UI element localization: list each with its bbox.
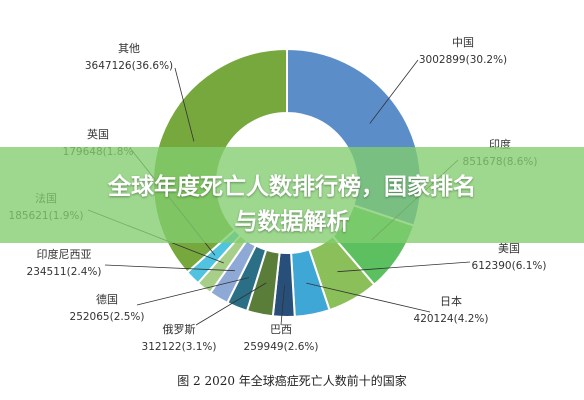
- slice-value-label-8: 234511(2.4%): [27, 266, 102, 278]
- slice-value-label-11: 3647126(36.6%): [85, 60, 173, 72]
- title-banner: [0, 147, 584, 243]
- leader-line-1: [369, 59, 419, 124]
- slice-name-label-3: 美国: [498, 242, 520, 255]
- slice-name-label-4: 日本: [440, 294, 462, 308]
- slice-name-label-1: 中国: [452, 36, 474, 49]
- leader-line-6: [195, 282, 267, 326]
- slice-value-label-6: 312122(3.1%): [142, 341, 217, 353]
- chart-caption: 图 2 2020 年全球癌症死亡人数前十的国家: [177, 374, 407, 388]
- slice-name-label-6: 俄罗斯: [163, 323, 196, 336]
- slice-value-label-4: 420124(4.2%): [414, 313, 489, 325]
- leader-line-5: [280, 284, 285, 326]
- slice-name-label-7: 德国: [96, 292, 118, 306]
- banner-title-line-2: 与数据解析: [234, 209, 350, 235]
- slice-value-label-7: 252065(2.5%): [70, 311, 145, 323]
- slice-name-label-10: 英国: [87, 127, 109, 141]
- slice-value-label-3: 612390(6.1%): [472, 260, 547, 272]
- slice-name-label-5: 巴西: [270, 323, 292, 336]
- leader-line-11: [174, 67, 195, 142]
- slice-value-label-1: 3002899(30.2%): [419, 54, 507, 66]
- leader-line-8: [104, 264, 235, 272]
- leader-line-7: [136, 277, 250, 306]
- leader-line-3: [337, 261, 471, 273]
- slice-name-label-11: 其他: [118, 42, 140, 55]
- leader-line-4: [306, 282, 431, 313]
- banner-title-line-1: 全球年度死亡人数排行榜，国家排名: [108, 174, 476, 200]
- slice-value-label-5: 259949(2.6%): [244, 341, 319, 353]
- slice-name-label-8: 印度尼西亚: [37, 247, 92, 261]
